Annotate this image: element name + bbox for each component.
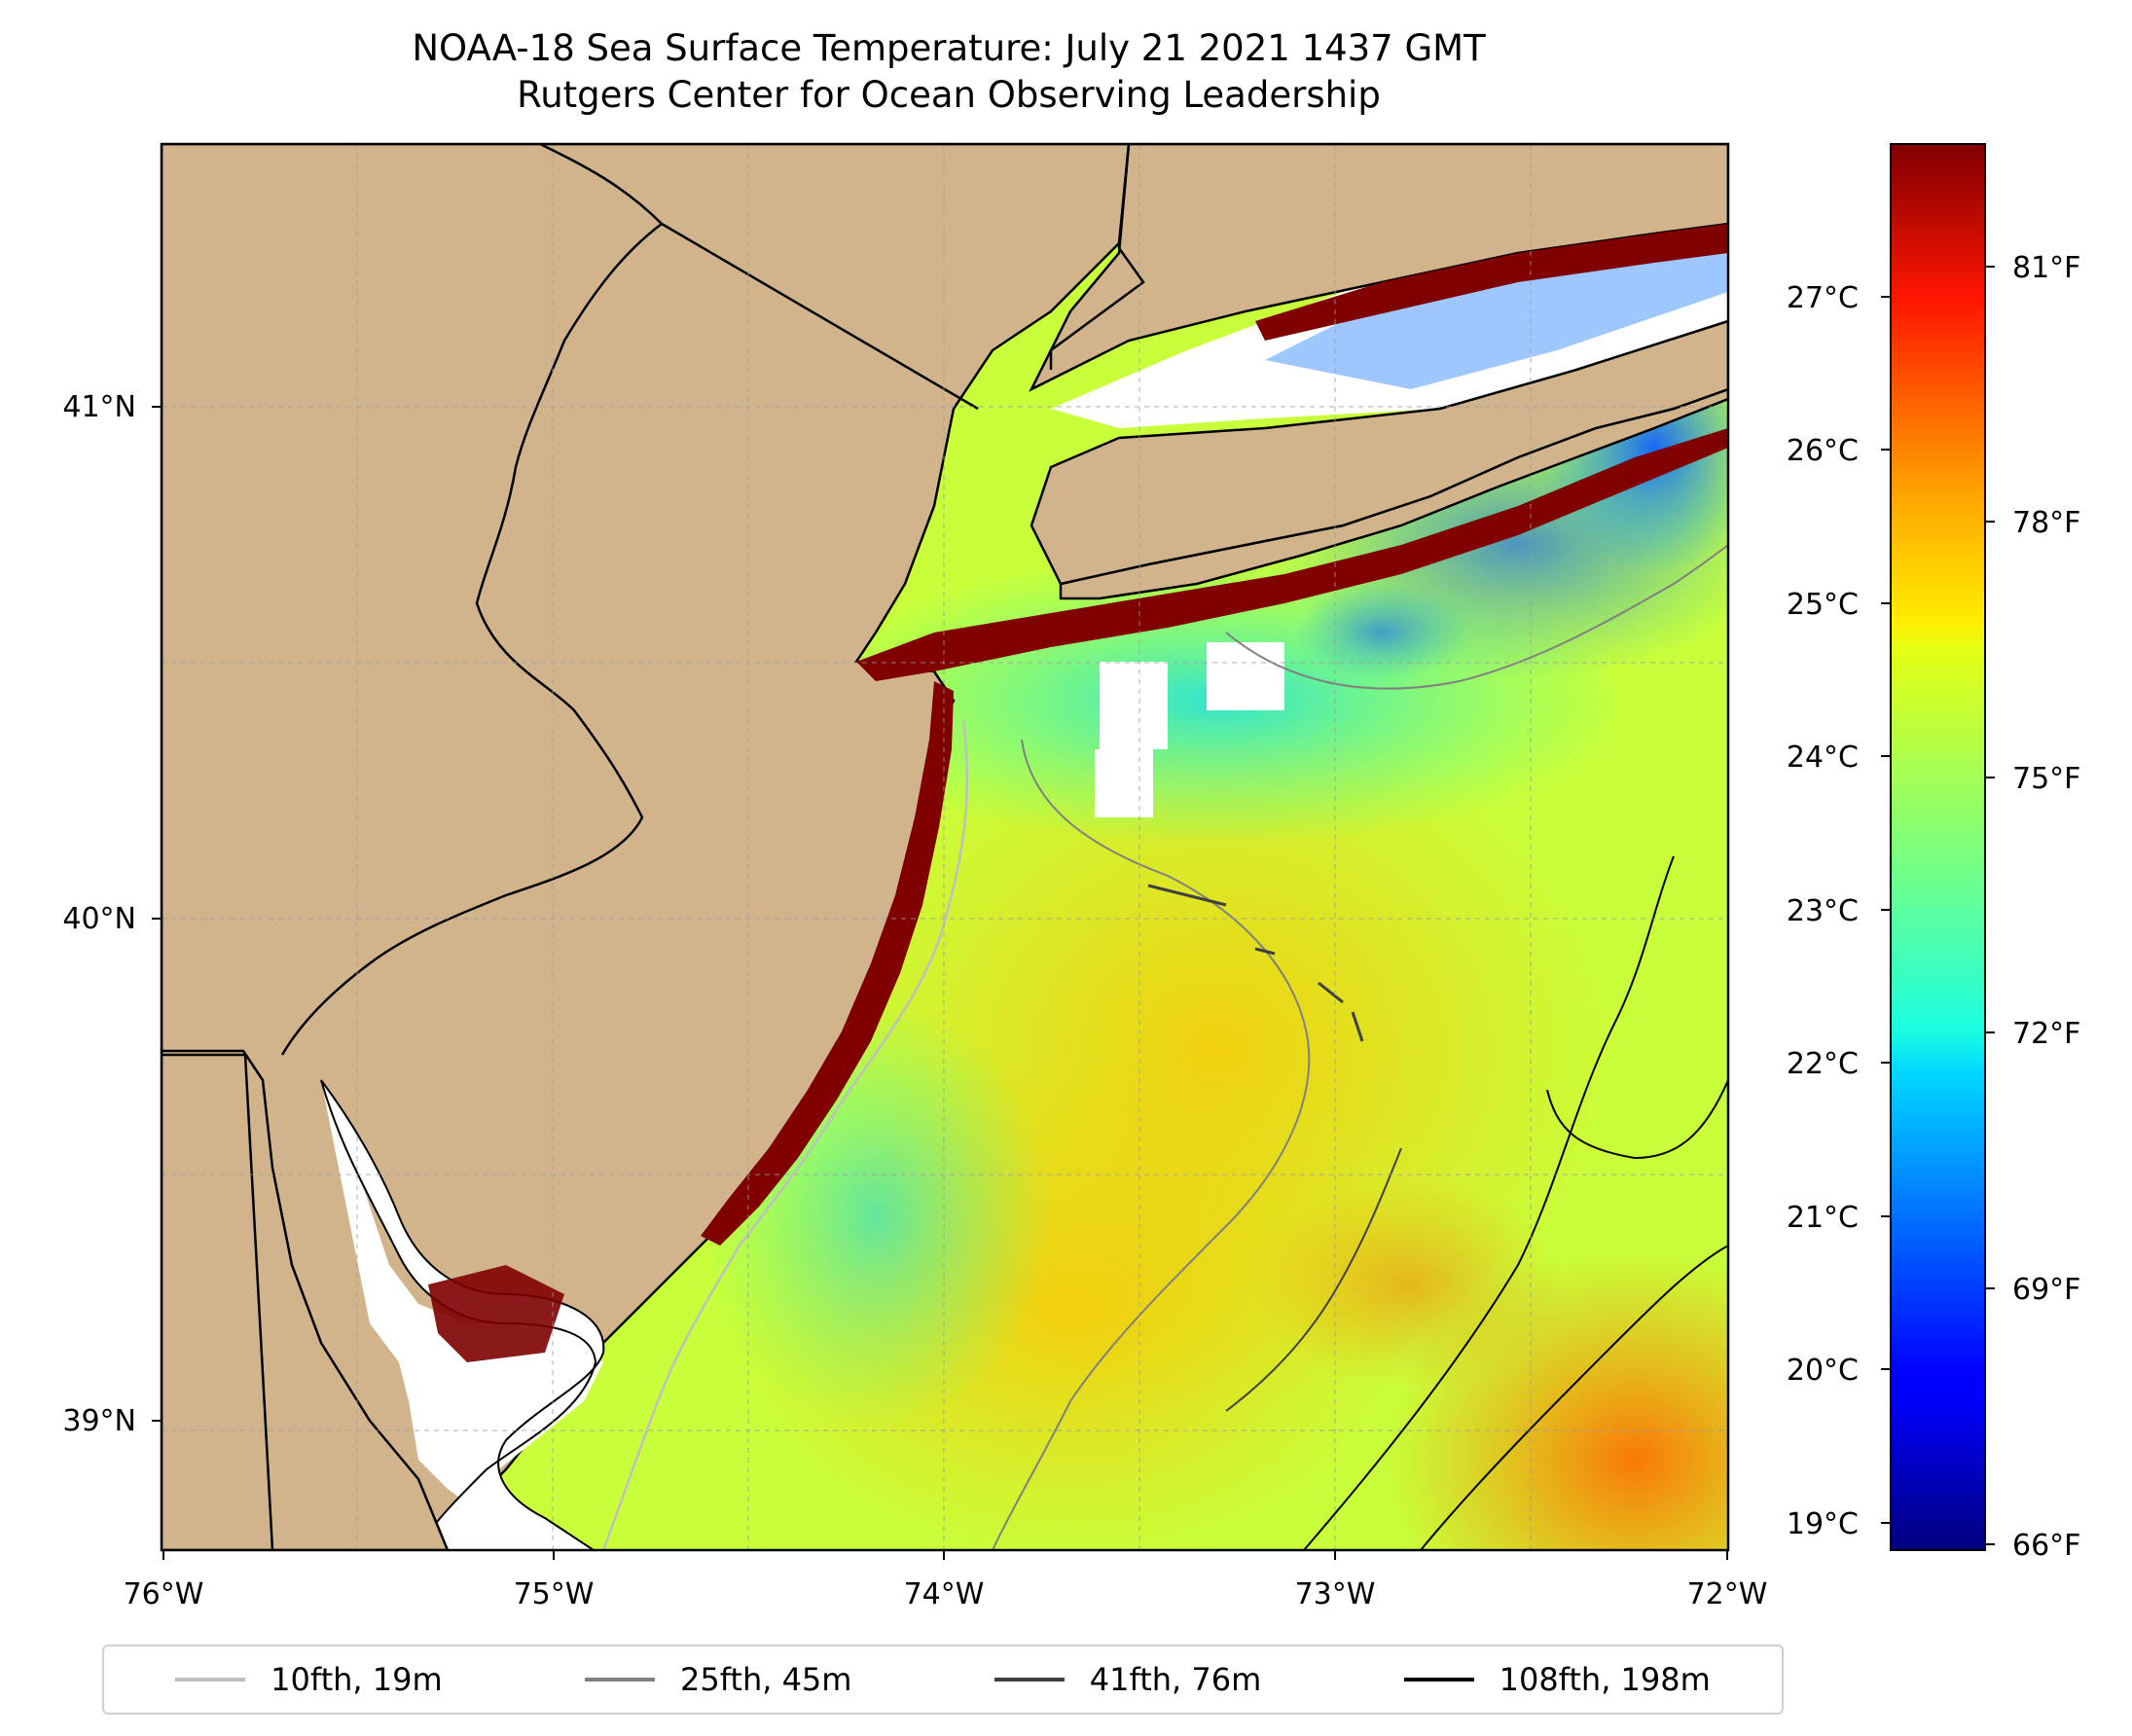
state-boundary-de-md [162, 1053, 274, 1550]
celsius-tick-marks [1881, 296, 1891, 1524]
land-long-island-body [1030, 319, 1728, 586]
colorbar [1890, 143, 1986, 1551]
lon-tick-label: 76°W [124, 1577, 204, 1611]
celsius-tick-label: 21°C [1787, 1201, 1859, 1235]
celsius-tick-label: 27°C [1787, 281, 1859, 315]
celsius-tick-label: 26°C [1787, 434, 1859, 468]
celsius-tick-label: 25°C [1787, 588, 1859, 622]
lon-tick-label: 75°W [514, 1577, 595, 1611]
celsius-tick-label: 20°C [1787, 1354, 1859, 1388]
legend-swatch-10fth [175, 1678, 246, 1682]
fahrenheit-tick-label: 78°F [2012, 506, 2080, 540]
fahrenheit-tick-label: 72°F [2012, 1017, 2080, 1051]
land-delaware [162, 1049, 450, 1550]
legend-item-41fth: 41fth, 76m [994, 1661, 1261, 1698]
legend-label: 10fth, 19m [271, 1661, 443, 1698]
lat-tick-marks [152, 406, 162, 1422]
legend-swatch-41fth [994, 1678, 1065, 1682]
hot-water-patch [1255, 1177, 1567, 1392]
fahrenheit-tick-label: 75°F [2012, 762, 2080, 796]
hot-band-nj-coast [701, 681, 954, 1246]
cold-eddy [1294, 584, 1469, 681]
fahrenheit-tick-label: 69°F [2012, 1273, 2080, 1307]
lat-tick-label: 40°N [62, 902, 136, 936]
contour-25fth [992, 739, 1311, 1550]
legend-item-25fth: 25fth, 45m [584, 1661, 852, 1698]
contour-108fth [1303, 855, 1675, 1550]
map-gridlines [162, 144, 1728, 1550]
title-line-2: Rutgers Center for Ocean Observing Leade… [517, 74, 1381, 116]
state-boundary-nj-ny [661, 222, 979, 411]
contour-legend: 10fth, 19m 25fth, 45m 41fth, 76m 108fth,… [102, 1645, 1784, 1715]
long-island-sound-sst [1265, 234, 1728, 389]
contour-41fth-south [1225, 1147, 1402, 1412]
state-boundary-nj-pa [280, 144, 664, 1056]
contour-108fth-deep [1420, 1245, 1728, 1550]
hot-band-connecticut-shore [1255, 224, 1728, 341]
legend-swatch-25fth [584, 1678, 655, 1682]
fahrenheit-tick-marks [1985, 266, 1995, 1545]
legend-label: 108fth, 198m [1499, 1661, 1711, 1698]
cloud-gap-3 [1095, 749, 1153, 817]
contour-10fth [601, 719, 969, 1550]
celsius-tick-label: 24°C [1787, 741, 1859, 775]
celsius-tick-label: 23°C [1787, 894, 1859, 928]
map-title: NOAA-18 Sea Surface Temperature: July 21… [0, 25, 1897, 119]
lon-tick-label: 74°W [904, 1577, 985, 1611]
contour-108fth-shelf [1546, 1079, 1728, 1160]
legend-label: 25fth, 45m [679, 1661, 852, 1698]
lon-tick-marks [163, 1550, 1728, 1560]
title-line-1: NOAA-18 Sea Surface Temperature: July 21… [412, 27, 1486, 69]
contour-41fth [1147, 884, 1364, 1042]
fahrenheit-tick-label: 66°F [2012, 1529, 2080, 1563]
celsius-tick-label: 22°C [1787, 1047, 1859, 1081]
lon-tick-label: 73°W [1295, 1577, 1376, 1611]
legend-swatch-108fth [1403, 1678, 1474, 1682]
legend-item-108fth: 108fth, 198m [1403, 1661, 1711, 1698]
lat-tick-label: 41°N [62, 390, 136, 424]
contour-25fth-east [1225, 544, 1728, 690]
map-area [162, 144, 1728, 1550]
fahrenheit-tick-label: 81°F [2012, 251, 2080, 285]
celsius-tick-label: 19°C [1787, 1507, 1859, 1541]
lon-tick-label: 72°W [1687, 1577, 1768, 1611]
cloud-gap-1 [1100, 662, 1168, 749]
cloud-gap-2 [1207, 642, 1284, 710]
state-boundary-ny-ct [1049, 144, 1145, 370]
legend-item-10fth: 10fth, 19m [175, 1661, 443, 1698]
lat-tick-label: 39°N [62, 1404, 136, 1438]
delaware-bay-hot-patch [428, 1265, 564, 1362]
legend-label: 41fth, 76m [1089, 1661, 1262, 1698]
hot-band-long-island-south [856, 428, 1728, 681]
